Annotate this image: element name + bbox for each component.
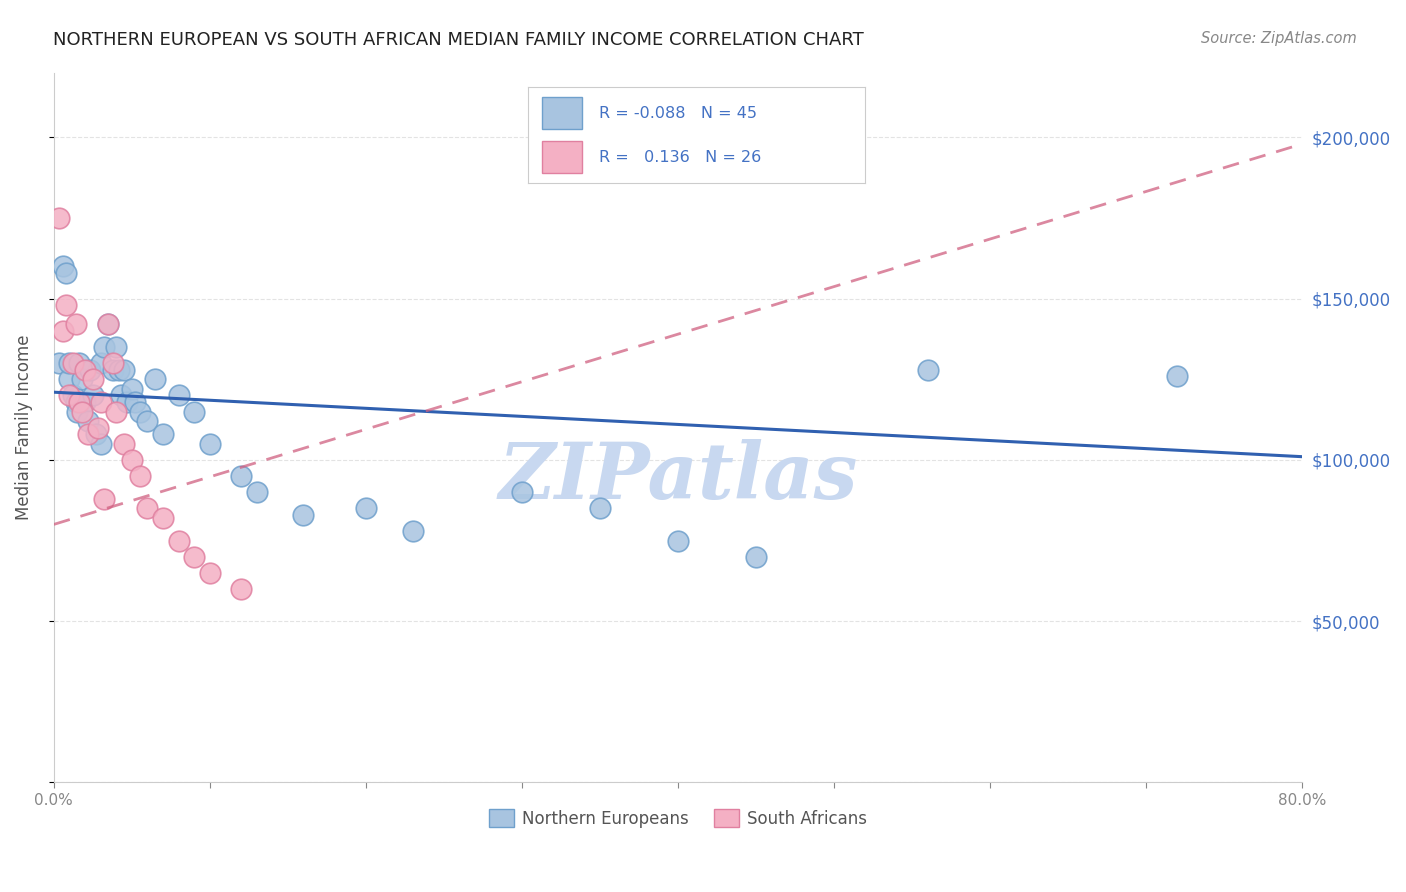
Point (48, 356, 70, 370)
Point (1166, 369, 1188, 384)
Point (115, 395, 138, 409)
Point (65, 318, 87, 332)
Point (93, 340, 115, 354)
Point (58, 372, 80, 386)
Point (79, 362, 101, 376)
Point (73, 362, 96, 376)
Point (82, 372, 104, 386)
Point (52, 260, 75, 274)
Point (354, 501, 377, 516)
Point (70, 372, 93, 386)
Point (101, 356, 124, 370)
Point (152, 511, 174, 525)
Point (229, 582, 252, 596)
Point (65, 395, 87, 409)
Point (70, 404, 93, 418)
Point (66, 404, 89, 418)
Point (77, 414, 100, 428)
Point (112, 362, 135, 376)
Point (152, 427, 174, 442)
Point (128, 469, 150, 483)
Point (124, 395, 146, 409)
Point (73, 395, 96, 409)
Point (90, 356, 112, 370)
Point (55, 298, 77, 312)
Point (402, 524, 425, 538)
Point (292, 508, 315, 522)
Point (67, 356, 90, 370)
Point (143, 372, 166, 386)
Point (112, 437, 135, 451)
Point (589, 501, 612, 516)
Point (84, 427, 107, 442)
Point (246, 485, 269, 500)
Point (77, 427, 100, 442)
Point (167, 388, 190, 402)
Legend: Northern Europeans, South Africans: Northern Europeans, South Africans (482, 803, 875, 834)
Point (90, 395, 112, 409)
Point (93, 491, 115, 506)
Point (128, 404, 150, 418)
Point (745, 549, 768, 564)
Point (62, 356, 84, 370)
Point (55, 266, 77, 280)
Point (167, 533, 190, 548)
Point (67, 395, 90, 409)
Point (58, 388, 80, 402)
Point (97, 318, 120, 332)
Point (229, 469, 252, 483)
Point (198, 437, 221, 451)
Point (121, 453, 143, 467)
Text: ZIPatlas: ZIPatlas (498, 439, 858, 516)
Point (110, 388, 132, 402)
Point (510, 485, 533, 500)
Point (198, 566, 221, 580)
Point (183, 549, 205, 564)
Point (108, 362, 131, 376)
Point (136, 414, 159, 428)
Point (62, 388, 84, 402)
Point (101, 362, 124, 376)
Point (666, 533, 689, 548)
Point (97, 318, 120, 332)
Point (58, 356, 80, 370)
Point (105, 404, 128, 418)
Point (82, 388, 104, 402)
Point (121, 382, 143, 396)
Text: Source: ZipAtlas.com: Source: ZipAtlas.com (1201, 31, 1357, 46)
Text: NORTHERN EUROPEAN VS SOUTH AFRICAN MEDIAN FAMILY INCOME CORRELATION CHART: NORTHERN EUROPEAN VS SOUTH AFRICAN MEDIA… (53, 31, 865, 49)
Point (90, 437, 112, 451)
Point (48, 211, 70, 225)
Point (105, 340, 128, 354)
Point (136, 501, 159, 516)
Point (52, 324, 75, 338)
Point (86, 420, 108, 434)
Y-axis label: Median Family Income: Median Family Income (15, 334, 32, 520)
Point (183, 404, 205, 418)
Point (917, 362, 939, 376)
